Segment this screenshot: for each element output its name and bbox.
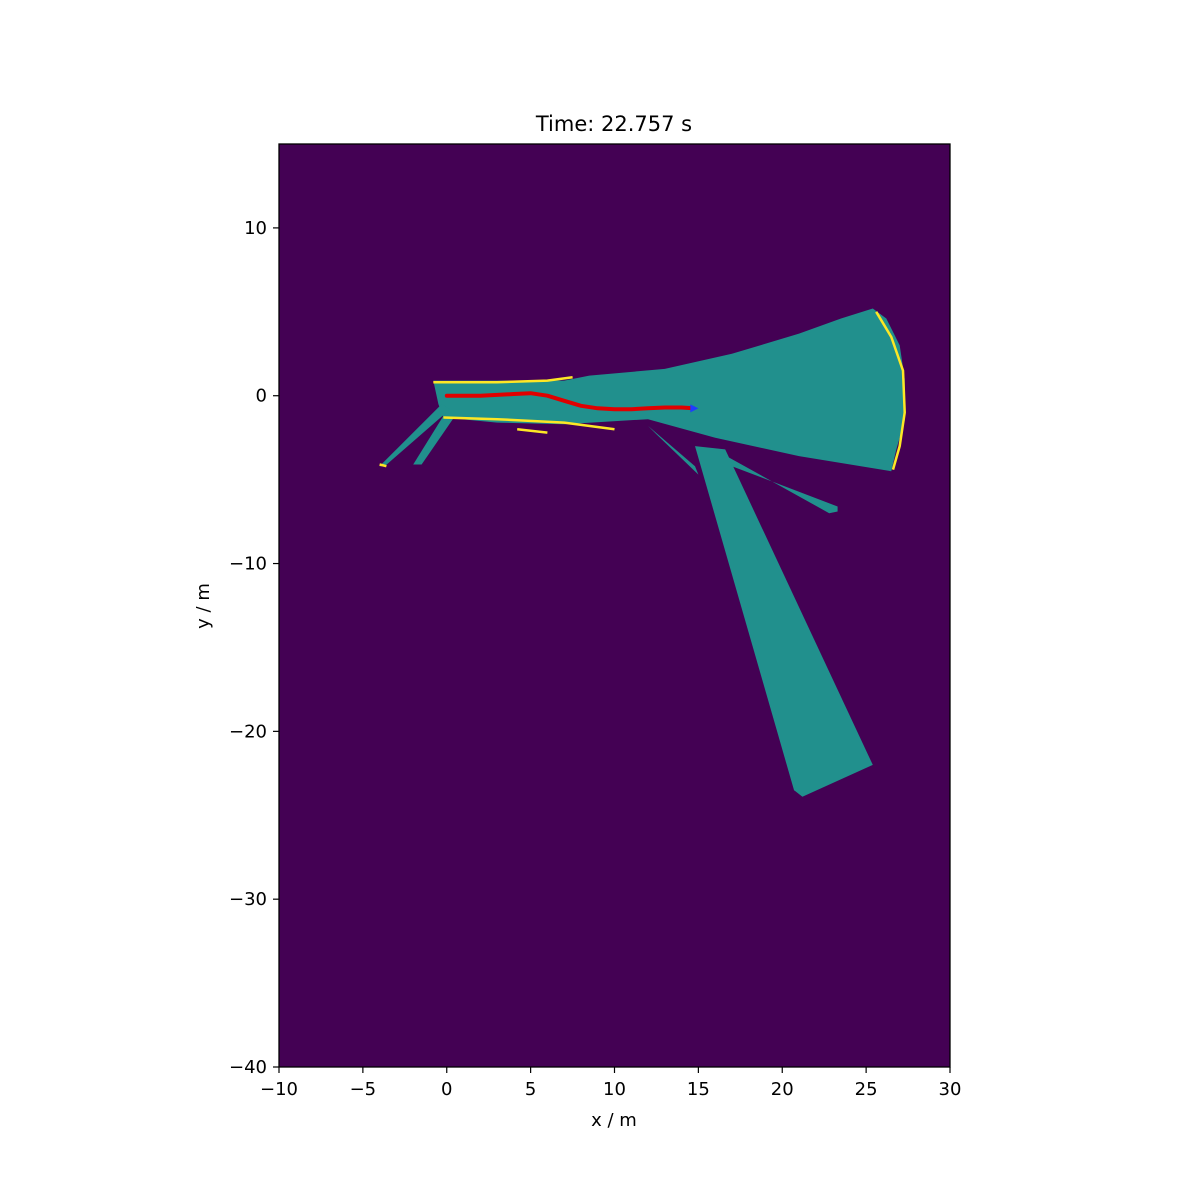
y-tick-label: 10 xyxy=(244,218,267,239)
free-region-left-ray-a xyxy=(379,404,451,467)
x-tick-label: 30 xyxy=(939,1079,962,1100)
x-tick-label: 20 xyxy=(771,1079,794,1100)
y-tick-label: −30 xyxy=(229,889,267,910)
x-tick-label: 15 xyxy=(687,1079,710,1100)
plot-background xyxy=(279,144,950,1067)
free-region-mid-ray xyxy=(648,425,699,475)
occupied-cells-layer xyxy=(379,311,906,470)
y-tick-label: 0 xyxy=(256,386,267,407)
chart-title: Time: 22.757 s xyxy=(535,112,692,136)
x-tick-label: −10 xyxy=(260,1079,298,1100)
free-region-right-ray xyxy=(723,454,838,514)
occupied-bottom-wall xyxy=(443,416,615,431)
free-region-main-corridor xyxy=(433,308,905,472)
x-tick-label: 0 xyxy=(441,1079,452,1100)
trajectory-line xyxy=(444,391,696,412)
y-tick-label: −20 xyxy=(229,721,267,742)
x-tick-label: 10 xyxy=(603,1079,626,1100)
free-region-lower-ray xyxy=(695,446,873,797)
x-axis-ticks: −10 −5 0 5 10 15 20 25 30 xyxy=(260,1067,961,1100)
y-tick-label: −40 xyxy=(229,1057,267,1078)
y-axis-label: y / m xyxy=(193,583,214,629)
x-tick-label: 25 xyxy=(855,1079,878,1100)
free-space-layer xyxy=(379,308,905,797)
x-axis-label: x / m xyxy=(591,1110,637,1131)
occupied-mid-wall xyxy=(517,428,548,434)
occupied-far-arc xyxy=(875,311,906,470)
occupied-left-ray-end xyxy=(379,463,387,468)
plot-area xyxy=(278,143,951,1068)
robot-marker xyxy=(690,404,699,413)
free-region-left-ray-b xyxy=(413,415,456,465)
y-axis-ticks: −40 −30 −20 −10 0 10 xyxy=(229,218,279,1078)
x-tick-label: −5 xyxy=(350,1079,377,1100)
occupied-top-wall xyxy=(433,376,573,384)
x-tick-label: 5 xyxy=(525,1079,536,1100)
y-tick-label: −10 xyxy=(229,554,267,575)
